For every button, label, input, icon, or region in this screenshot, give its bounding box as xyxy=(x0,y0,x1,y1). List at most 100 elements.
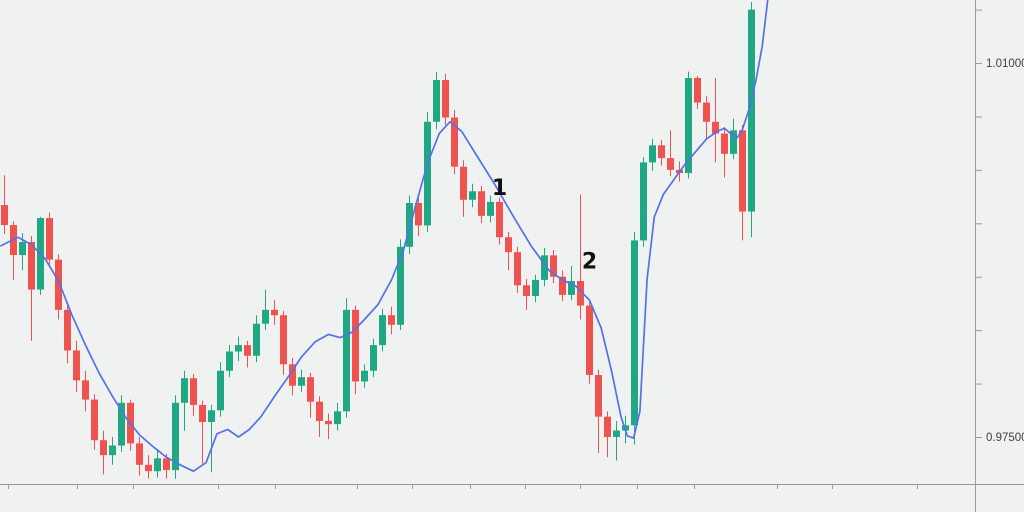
candle-body xyxy=(91,399,98,441)
candle xyxy=(298,369,305,393)
candle xyxy=(91,394,98,450)
candle-body xyxy=(505,237,512,253)
candle-body xyxy=(334,411,341,425)
candle-body xyxy=(649,145,656,163)
candle xyxy=(55,254,62,320)
candle-body xyxy=(640,162,647,241)
candle xyxy=(388,306,395,335)
candle xyxy=(361,364,368,388)
candle xyxy=(739,125,746,241)
candle-body xyxy=(181,378,188,403)
candle-body xyxy=(244,345,251,356)
candle-body xyxy=(217,370,224,411)
candle xyxy=(568,266,575,301)
candle xyxy=(613,420,620,461)
candle-body xyxy=(370,345,377,371)
candle xyxy=(289,357,296,396)
candle-body xyxy=(226,351,233,371)
candle xyxy=(694,75,701,109)
candle xyxy=(424,112,431,232)
candle xyxy=(217,362,224,417)
candle-body xyxy=(613,430,620,437)
candle-body xyxy=(730,130,737,154)
candle-body xyxy=(496,201,503,238)
candle xyxy=(433,72,440,130)
candle xyxy=(496,197,503,245)
candle xyxy=(730,118,737,160)
candle-body xyxy=(82,380,89,400)
candle xyxy=(253,315,260,363)
candle-body xyxy=(19,242,26,256)
candle xyxy=(586,299,593,384)
candle-body xyxy=(352,309,359,382)
candle-body xyxy=(658,145,665,159)
candle xyxy=(631,231,638,445)
candle xyxy=(442,73,449,126)
candle xyxy=(181,370,188,431)
price-axis-label[interactable]: 1.01000 xyxy=(986,58,1024,70)
candle-body xyxy=(541,255,548,280)
annotation-1: 1 xyxy=(492,176,507,201)
candle xyxy=(397,239,404,331)
candle-body xyxy=(388,315,395,325)
candle xyxy=(469,183,476,208)
candle-body xyxy=(64,309,71,351)
price-axis-label[interactable]: 0.97500 xyxy=(986,432,1024,444)
candle-body xyxy=(433,80,440,122)
candle-body xyxy=(208,410,215,423)
candle xyxy=(271,300,278,325)
candle-body xyxy=(73,350,80,381)
candle xyxy=(595,369,602,454)
candle-body xyxy=(145,464,152,472)
candle xyxy=(307,372,314,418)
candle xyxy=(748,2,755,238)
candle xyxy=(82,370,89,412)
candle-body xyxy=(109,445,116,456)
time-axis[interactable] xyxy=(0,484,1024,489)
candle-body xyxy=(397,246,404,325)
candle xyxy=(154,450,161,478)
price-axis[interactable]: 1.01000 0.97500 xyxy=(975,0,1024,512)
candle-body xyxy=(451,117,458,167)
candle-body xyxy=(118,402,125,446)
candle-body xyxy=(190,378,197,405)
candle xyxy=(109,436,116,465)
candle-body xyxy=(595,375,602,417)
candle xyxy=(325,413,332,440)
candle xyxy=(208,404,215,473)
candle xyxy=(649,138,656,171)
candle xyxy=(667,130,674,177)
candle-body xyxy=(199,404,206,423)
candle-body xyxy=(361,370,368,382)
candles-layer xyxy=(1,2,755,479)
candle-body xyxy=(46,218,53,260)
candle xyxy=(145,455,152,479)
candle-body xyxy=(442,80,449,118)
candle xyxy=(100,430,107,475)
candle-body xyxy=(478,191,485,216)
candle-body xyxy=(379,315,386,346)
candle xyxy=(505,231,512,271)
candle-body xyxy=(523,285,530,296)
candle xyxy=(1,175,8,234)
candle-body xyxy=(559,276,566,295)
candle-body xyxy=(460,166,467,200)
candle xyxy=(352,305,359,395)
candle xyxy=(703,96,710,140)
candle-body xyxy=(748,9,755,212)
candle-body xyxy=(739,130,746,212)
candle xyxy=(550,250,557,284)
candle xyxy=(46,212,53,267)
candle xyxy=(370,338,377,378)
candle-body xyxy=(550,255,557,277)
candle xyxy=(487,195,494,223)
candle xyxy=(73,340,80,393)
candle xyxy=(235,336,242,362)
candle xyxy=(64,302,71,364)
candle xyxy=(532,274,539,303)
candle-body xyxy=(568,280,575,295)
candle-body xyxy=(289,364,296,386)
candle-body xyxy=(253,323,260,356)
